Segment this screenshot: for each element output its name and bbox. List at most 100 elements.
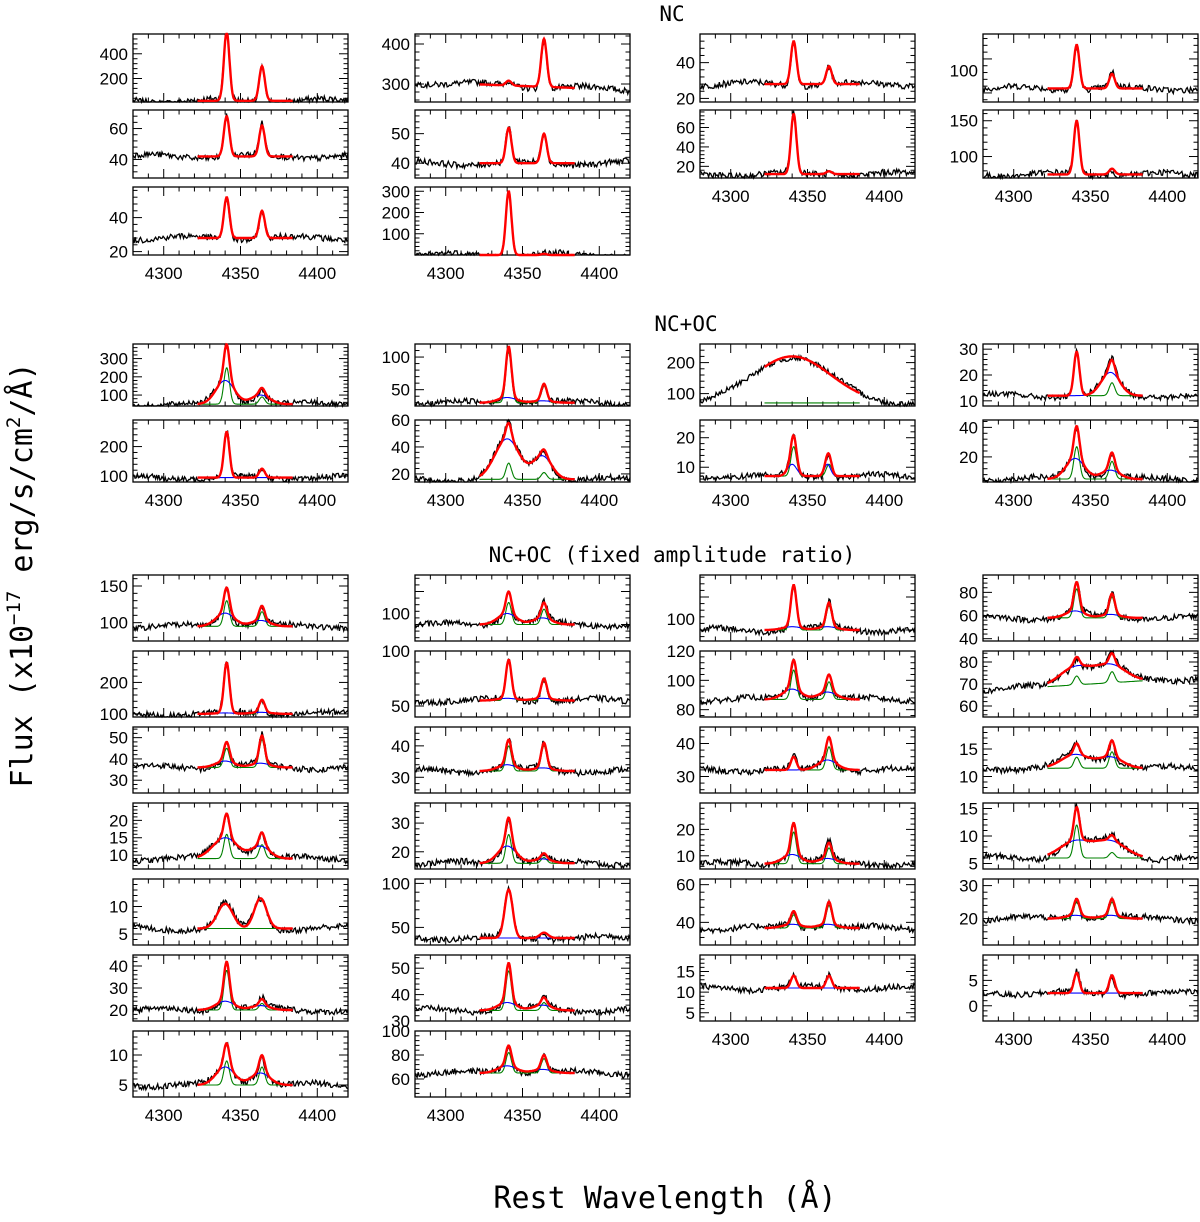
y-tick-label: 20: [676, 820, 695, 839]
y-tick-label: 20: [391, 465, 410, 484]
y-tick-label: 20: [109, 811, 128, 830]
y-tick-label: 100: [100, 386, 128, 405]
panel-frame: [414, 1030, 631, 1098]
y-tick-label: 120: [667, 642, 695, 661]
panel-frame: [132, 878, 349, 946]
y-tick-label: 40: [676, 138, 695, 157]
panel-frame: [699, 419, 916, 483]
y-tick-label: 20: [109, 1001, 128, 1020]
x-tick-label: 4300: [712, 491, 750, 510]
x-tick-label: 4300: [145, 491, 183, 510]
total-fit: [197, 342, 293, 406]
x-tick-label: 4350: [789, 187, 827, 206]
total-fit: [479, 888, 575, 940]
total-fit: [197, 115, 293, 158]
observed-spectrum: [982, 738, 1199, 776]
x-tick-label: 4350: [504, 264, 542, 283]
x-tick-label: 4300: [995, 187, 1033, 206]
y-tick-label: 100: [100, 467, 128, 486]
panel-frame: [982, 33, 1199, 103]
observed-spectrum: [699, 433, 916, 482]
y-tick-label: 400: [382, 35, 410, 54]
total-fit: [764, 974, 860, 990]
y-tick-label: 20: [391, 843, 410, 862]
total-fit: [764, 735, 860, 772]
y-tick-label: 5: [686, 1004, 695, 1023]
spectrum-panel: 50 100: [382, 343, 631, 408]
panel-frame: [132, 109, 349, 179]
y-tick-label: 15: [109, 829, 128, 848]
spectrum-panel: 50 100: [382, 874, 631, 946]
y-tick-label: 20: [676, 157, 695, 176]
total-fit: [1047, 350, 1143, 397]
narrow-component-fit: [197, 367, 293, 405]
x-tick-label: 4400: [580, 1106, 618, 1125]
narrow-component-fit: [1047, 824, 1143, 859]
total-fit: [1047, 897, 1143, 920]
y-tick-label: 100: [100, 614, 128, 633]
x-tick-label: 4400: [865, 187, 903, 206]
narrow-component-fit: [197, 115, 293, 157]
panel-frame: [132, 1030, 349, 1098]
y-tick-label: 50: [391, 697, 410, 716]
total-fit: [479, 658, 575, 702]
narrow-component-fit: [764, 669, 860, 700]
panel-frame: [414, 878, 631, 946]
narrow-component-fit: [764, 113, 860, 175]
outflow-component-fit: [1047, 839, 1143, 857]
y-tick-label: 300: [382, 182, 410, 201]
y-tick-label: 100: [950, 61, 978, 80]
narrow-component-fit: [479, 661, 575, 702]
section-title-nc-oc-fixed: NC+OC (fixed amplitude ratio): [489, 543, 856, 567]
x-tick-label: 4300: [427, 264, 465, 283]
observed-spectrum: [699, 970, 916, 996]
observed-spectrum: [132, 894, 349, 936]
narrow-component-fit: [479, 889, 575, 939]
y-tick-label: 40: [959, 418, 978, 437]
spectrum-panel: 60 80 100 4300 4350 4400: [382, 1022, 631, 1125]
y-tick-label: 400: [100, 45, 128, 64]
y-tick-label: 40: [391, 737, 410, 756]
spectrum-panel: 50 100: [382, 642, 631, 718]
y-tick-label: 20: [676, 89, 695, 108]
x-tick-label: 4300: [427, 491, 465, 510]
y-tick-label: 40: [109, 209, 128, 228]
spectrum-panel: 80 100 120: [667, 642, 916, 720]
y-tick-label: 40: [391, 986, 410, 1005]
narrow-component-fit: [197, 833, 293, 860]
x-tick-label: 4400: [298, 491, 336, 510]
y-tick-label: 70: [959, 675, 978, 694]
x-tick-label: 4350: [504, 491, 542, 510]
narrow-component-fit: [1047, 446, 1143, 480]
y-tick-label: 15: [676, 963, 695, 982]
total-fit: [1047, 43, 1143, 90]
y-tick-label: 40: [676, 735, 695, 754]
total-fit: [479, 1044, 575, 1075]
y-tick-label: 80: [676, 701, 695, 720]
x-tick-label: 4350: [222, 1106, 260, 1125]
spectrum-panel: 100 150: [100, 574, 349, 642]
total-fit: [1047, 971, 1143, 995]
total-fit: [479, 961, 575, 1012]
y-tick-label: 10: [109, 1046, 128, 1065]
narrow-component-fit: [1047, 44, 1143, 89]
spectrum-panel: 30 40 50: [109, 726, 349, 794]
y-tick-label: 80: [391, 1046, 410, 1065]
spectrum-panel: 10 20 4300 4350 4400: [676, 419, 916, 510]
y-tick-label: 40: [391, 154, 410, 173]
narrow-component-fit: [1047, 120, 1143, 175]
y-tick-label: 60: [391, 411, 410, 430]
x-tick-label: 4350: [504, 1106, 542, 1125]
y-tick-label: 300: [100, 350, 128, 369]
y-tick-label: 20: [959, 448, 978, 467]
panel-frame: [414, 419, 631, 483]
